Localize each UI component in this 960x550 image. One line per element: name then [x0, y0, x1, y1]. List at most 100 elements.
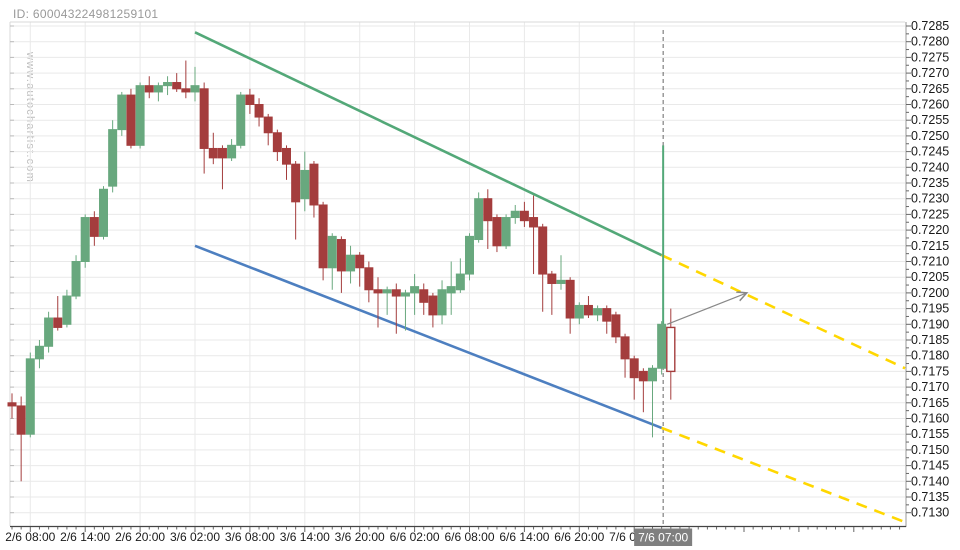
- candle: [80, 214, 90, 268]
- candle: [291, 161, 301, 240]
- candle-body: [556, 279, 566, 284]
- pattern-lines-layer: [194, 30, 906, 526]
- annotation-layer: 7/6 07:00: [634, 293, 747, 546]
- candle-body: [465, 235, 474, 275]
- candle-body: [263, 116, 273, 134]
- candle-body: [355, 254, 365, 269]
- y-axis-label: 0.7220: [911, 223, 949, 237]
- candle-body: [163, 82, 173, 87]
- candle-body: [99, 188, 108, 237]
- axes-layer: 0.72850.72800.72750.72700.72650.72600.72…: [5, 19, 949, 544]
- candle-body: [492, 217, 502, 247]
- y-axis-label: 0.7235: [911, 176, 949, 190]
- candle: [135, 82, 145, 149]
- candle-body: [309, 163, 319, 206]
- y-axis-label: 0.7275: [911, 50, 949, 64]
- candle: [318, 201, 328, 281]
- y-axis-label: 0.7210: [911, 255, 949, 269]
- x-axis-label: 3/6 08:00: [225, 530, 275, 544]
- candle-body: [217, 147, 227, 159]
- candle-body: [364, 267, 374, 291]
- candle: [16, 396, 26, 482]
- y-axis-label: 0.7145: [911, 459, 949, 473]
- candle: [126, 88, 136, 149]
- y-axis-label: 0.7200: [911, 286, 949, 300]
- candle: [89, 211, 99, 246]
- candle-body: [7, 402, 17, 407]
- candle-body: [62, 295, 72, 325]
- highlighted-time-badge: [634, 528, 693, 546]
- candle: [44, 311, 54, 353]
- candle: [227, 139, 237, 162]
- y-axis-label: 0.7255: [911, 113, 949, 127]
- candle: [629, 355, 639, 400]
- candle: [327, 233, 337, 290]
- candle-body: [25, 358, 35, 435]
- y-axis-label: 0.7170: [911, 380, 949, 394]
- candle-body: [428, 295, 438, 316]
- candle: [583, 296, 593, 319]
- candle: [199, 82, 209, 174]
- x-axis-label: 3/6 02:00: [170, 530, 220, 544]
- candle: [492, 214, 502, 253]
- y-axis-label: 0.7205: [911, 270, 949, 284]
- x-axis-label: 2/6 08:00: [5, 530, 55, 544]
- candle: [602, 305, 612, 334]
- candle-body: [108, 129, 118, 187]
- candle-body: [199, 88, 209, 149]
- candle-body: [208, 147, 218, 159]
- candle: [400, 289, 410, 331]
- candle: [236, 91, 246, 149]
- candle: [336, 236, 346, 293]
- candle-body: [620, 336, 630, 360]
- candle-body: [638, 370, 648, 382]
- candle-body: [153, 85, 163, 93]
- candle-body: [382, 289, 392, 294]
- y-axis-label: 0.7175: [911, 364, 949, 378]
- candle-body: [501, 217, 511, 247]
- y-axis-label: 0.7150: [911, 443, 949, 457]
- y-axis-label: 0.7190: [911, 317, 949, 331]
- candle-body: [538, 226, 548, 275]
- candle-body: [236, 94, 246, 146]
- candle-body: [565, 279, 575, 319]
- candle-body: [181, 88, 191, 93]
- candle-body: [474, 198, 484, 241]
- candle-body: [71, 261, 81, 297]
- y-axis-label: 0.7230: [911, 192, 949, 206]
- y-axis-label: 0.7260: [911, 98, 949, 112]
- candle-body: [519, 210, 529, 222]
- candle-body: [602, 308, 612, 322]
- x-axis-label: 3/6 20:00: [335, 530, 385, 544]
- candle: [657, 321, 667, 375]
- candle: [455, 258, 465, 293]
- y-axis-label: 0.7225: [911, 207, 949, 221]
- y-axis-label: 0.7165: [911, 396, 949, 410]
- candle-body: [318, 204, 328, 269]
- candle-body: [272, 132, 282, 153]
- candle: [501, 214, 511, 249]
- candle-body: [245, 94, 255, 106]
- candle: [217, 145, 227, 190]
- candle-body: [346, 254, 356, 272]
- candle-body: [648, 367, 657, 382]
- candle: [25, 352, 35, 438]
- candle: [7, 393, 17, 419]
- y-axis-label: 0.7160: [911, 412, 949, 426]
- upper-forecast-dashed: [661, 254, 906, 370]
- candle: [172, 73, 182, 92]
- candle: [263, 113, 273, 146]
- candle-body: [34, 345, 44, 360]
- candle-body: [455, 273, 465, 291]
- candle-body: [666, 326, 676, 373]
- candle: [346, 245, 356, 284]
- y-axis-label: 0.7140: [911, 474, 949, 488]
- candle-body: [583, 304, 593, 316]
- y-axis-label: 0.7215: [911, 239, 949, 253]
- x-axis-label: 6/6 20:00: [554, 530, 604, 544]
- candle: [574, 302, 584, 325]
- candle-body: [657, 323, 667, 369]
- candle: [410, 274, 420, 315]
